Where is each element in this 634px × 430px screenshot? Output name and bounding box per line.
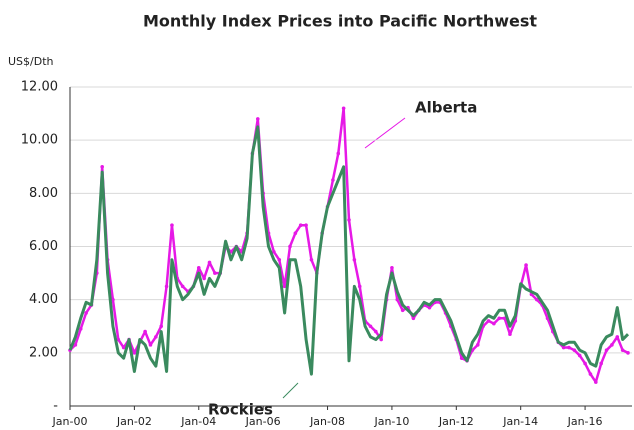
- point-marker: [100, 164, 104, 169]
- point-marker: [475, 343, 480, 347]
- y-tick-label: 10.00: [21, 133, 58, 148]
- point-marker: [202, 276, 206, 281]
- x-tick-label: Jan-06: [245, 415, 281, 428]
- point-marker: [357, 284, 362, 289]
- x-tick-label: Jan-12: [438, 415, 474, 428]
- point-marker: [459, 356, 464, 360]
- point-marker: [196, 265, 201, 270]
- point-marker: [78, 327, 83, 331]
- y-axis-label: US$/Dth: [8, 55, 54, 68]
- y-tick-label: -: [53, 399, 58, 414]
- point-marker: [588, 372, 593, 376]
- y-tick-label: 8.00: [29, 186, 58, 201]
- point-marker: [390, 265, 394, 270]
- point-marker: [73, 343, 78, 347]
- point-marker: [524, 263, 528, 267]
- point-marker: [486, 319, 491, 323]
- point-marker: [395, 297, 400, 302]
- point-marker: [577, 353, 582, 358]
- point-marker: [374, 329, 378, 334]
- point-marker: [615, 335, 620, 339]
- point-marker: [427, 305, 432, 310]
- point-marker: [352, 257, 357, 262]
- point-marker: [298, 223, 303, 228]
- series-line: [68, 125, 630, 376]
- point-marker: [143, 329, 147, 334]
- point-marker: [400, 308, 405, 313]
- chart-title: Monthly Index Prices into Pacific Northw…: [143, 12, 537, 31]
- x-tick-label: Jan-02: [116, 415, 152, 428]
- point-marker: [293, 231, 298, 236]
- point-marker: [282, 284, 287, 289]
- point-marker: [610, 343, 614, 347]
- point-marker: [170, 223, 174, 228]
- point-marker: [111, 297, 115, 302]
- point-marker: [534, 297, 539, 302]
- point-marker: [497, 316, 502, 321]
- point-marker: [572, 348, 577, 352]
- point-marker: [277, 257, 282, 262]
- point-marker: [411, 316, 416, 321]
- series-label: Rockies: [208, 401, 273, 419]
- point-marker: [626, 351, 630, 355]
- point-marker: [132, 351, 137, 355]
- point-marker: [84, 311, 88, 315]
- point-marker: [148, 343, 153, 347]
- x-tick-label: Jan-14: [502, 415, 538, 428]
- y-tick-label: 6.00: [29, 239, 58, 254]
- alberta-leader: [364, 117, 406, 149]
- point-marker: [567, 345, 571, 350]
- point-marker: [347, 218, 351, 222]
- point-marker: [207, 260, 212, 265]
- point-marker: [154, 335, 158, 339]
- x-tick-label: Jan-00: [52, 415, 88, 428]
- point-marker: [561, 345, 566, 350]
- x-tick-label: Jan-10: [373, 415, 409, 428]
- rockies-leader: [282, 382, 299, 399]
- point-marker: [121, 345, 126, 350]
- series-label: Alberta: [415, 99, 477, 117]
- point-marker: [379, 337, 383, 342]
- point-marker: [331, 178, 335, 182]
- point-marker: [255, 117, 260, 121]
- y-tick-label: 2.00: [29, 345, 58, 360]
- point-marker: [288, 244, 292, 249]
- x-tick-label: Jan-04: [180, 415, 216, 428]
- point-marker: [336, 151, 341, 156]
- point-marker: [213, 271, 217, 275]
- point-marker: [304, 223, 308, 228]
- point-marker: [309, 257, 314, 262]
- point-marker: [583, 361, 587, 366]
- y-tick-label: 4.00: [29, 292, 58, 307]
- point-marker: [604, 348, 609, 352]
- point-marker: [341, 106, 346, 111]
- x-tick-label: Jan-08: [309, 415, 345, 428]
- y-tick-label: 12.00: [21, 80, 58, 95]
- point-marker: [620, 348, 625, 352]
- point-marker: [180, 284, 185, 289]
- point-marker: [159, 324, 164, 329]
- point-marker: [164, 284, 169, 289]
- point-marker: [368, 324, 373, 329]
- point-marker: [594, 380, 598, 384]
- point-marker: [272, 250, 276, 254]
- point-marker: [599, 361, 603, 366]
- point-marker: [492, 321, 496, 326]
- point-marker: [508, 332, 512, 337]
- point-marker: [116, 337, 121, 342]
- x-tick-label: Jan-16: [567, 415, 603, 428]
